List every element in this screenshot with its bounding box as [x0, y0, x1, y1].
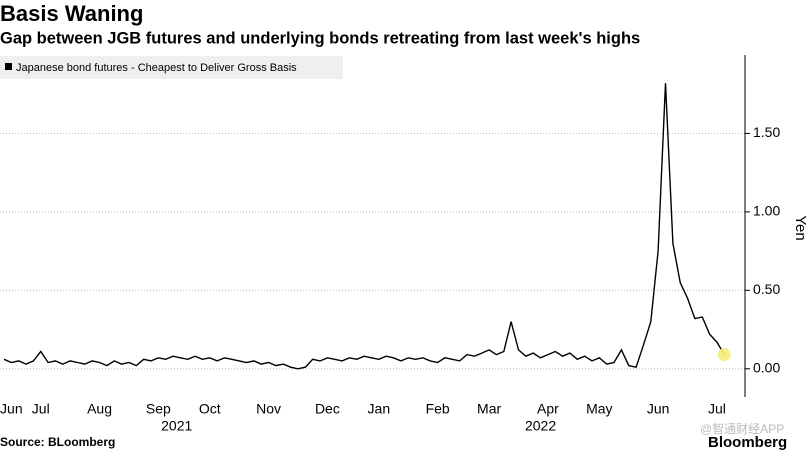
- x-tick-label: May: [586, 401, 612, 417]
- watermark: @智通财经APP: [700, 421, 784, 436]
- x-tick-label: Feb: [426, 401, 450, 417]
- y-tick-label: 1.00: [753, 203, 780, 219]
- legend-label: Japanese bond futures - Cheapest to Deli…: [16, 62, 297, 74]
- x-tick-label: Jul: [708, 401, 726, 417]
- brand: Bloomberg: [708, 434, 787, 451]
- last-point: [717, 348, 731, 362]
- x-tick-label: Sep: [146, 401, 171, 417]
- x-tick-label: Jul: [32, 401, 50, 417]
- x-tick-label: Jan: [368, 401, 391, 417]
- x-tick-label: Aug: [87, 401, 112, 417]
- series-line: [3, 83, 725, 370]
- legend-box: [0, 56, 343, 79]
- x-tick-label: Oct: [199, 401, 221, 417]
- x-tick-label: Nov: [256, 401, 281, 417]
- y-axis-title: Yen: [792, 215, 809, 240]
- chart-title: Basis Waning: [0, 1, 143, 26]
- x-tick-label: Dec: [315, 401, 340, 417]
- y-tick-label: 1.50: [753, 124, 780, 140]
- x-group-label: 2021: [161, 418, 192, 434]
- y-tick-label: 0.00: [753, 359, 780, 375]
- x-tick-label: Jun: [647, 401, 670, 417]
- x-tick-label: Mar: [477, 401, 501, 417]
- source: Source: BLoomberg: [0, 435, 115, 449]
- chart-subtitle: Gap between JGB futures and underlying b…: [0, 29, 640, 47]
- x-tick-label: Apr: [537, 401, 559, 417]
- legend-swatch: [5, 63, 12, 70]
- y-tick-label: 0.50: [753, 281, 780, 297]
- x-tick-label: Jun: [0, 401, 23, 417]
- x-group-label: 2022: [525, 418, 556, 434]
